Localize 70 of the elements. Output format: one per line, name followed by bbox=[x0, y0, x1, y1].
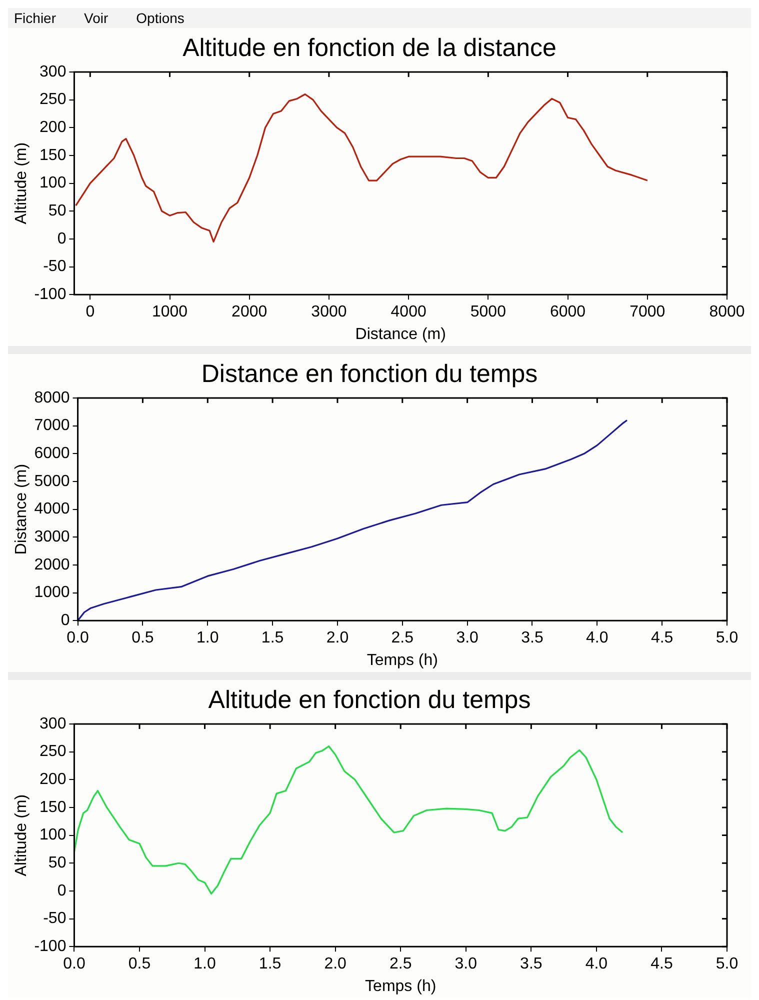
y-tick-label: 100 bbox=[40, 174, 66, 192]
x-tick-label: 2.0 bbox=[326, 630, 349, 647]
y-tick-label: 0 bbox=[57, 230, 66, 248]
text: Voir bbox=[84, 10, 108, 26]
x-tick-label: 4.5 bbox=[650, 956, 673, 973]
x-tick-label: 0.0 bbox=[63, 956, 86, 973]
y-tick-label: 250 bbox=[40, 91, 66, 108]
chart-title: Distance en fonction du temps bbox=[201, 360, 538, 388]
x-tick-label: 4000 bbox=[390, 304, 426, 321]
x-tick-label: 3.0 bbox=[454, 956, 478, 973]
x-tick-label: 2.5 bbox=[391, 630, 414, 647]
x-tick-label: 5.0 bbox=[716, 956, 738, 973]
x-tick-label: 2000 bbox=[232, 304, 268, 321]
x-tick-label: 1.5 bbox=[261, 630, 284, 647]
x-tick-label: 0 bbox=[86, 304, 95, 321]
x-tick-label: 1.0 bbox=[194, 956, 216, 973]
y-tick-label: 300 bbox=[40, 715, 66, 732]
chart-title: Altitude en fonction du temps bbox=[208, 686, 531, 714]
y-tick-label: 300 bbox=[40, 63, 66, 80]
y-axis-title: Altitude (m) bbox=[13, 142, 30, 224]
x-tick-label: 3.0 bbox=[456, 630, 479, 647]
chart-title: Altitude en fonction de la distance bbox=[182, 34, 556, 62]
x-tick-label: 8000 bbox=[709, 304, 745, 321]
y-tick-label: -50 bbox=[43, 258, 66, 276]
x-tick-label: 4.0 bbox=[586, 630, 608, 647]
x-tick-label: 3000 bbox=[311, 304, 347, 321]
x-tick-label: 3.5 bbox=[520, 956, 542, 973]
y-tick-label: 1000 bbox=[34, 584, 70, 602]
x-tick-label: 2.5 bbox=[389, 956, 412, 973]
y-tick-label: -100 bbox=[34, 938, 66, 956]
y-tick-label: 4000 bbox=[34, 500, 70, 518]
text: Options bbox=[136, 10, 184, 26]
x-tick-label: 4.5 bbox=[650, 630, 674, 647]
y-axis-title: Altitude (m) bbox=[13, 794, 30, 876]
x-tick-label: 1.5 bbox=[258, 956, 282, 973]
x-tick-label: 7000 bbox=[630, 304, 666, 321]
y-tick-label: 150 bbox=[40, 798, 66, 816]
y-tick-label: 0 bbox=[57, 882, 66, 900]
x-tick-label: 1.0 bbox=[196, 630, 219, 647]
y-tick-label: 8000 bbox=[34, 389, 70, 406]
y-tick-label: 50 bbox=[48, 854, 66, 872]
y-tick-label: 200 bbox=[40, 771, 66, 788]
y-tick-label: 150 bbox=[40, 146, 66, 164]
y-tick-label: -100 bbox=[34, 286, 66, 304]
x-axis-title: Distance (m) bbox=[355, 326, 446, 343]
y-tick-label: 3000 bbox=[34, 528, 70, 546]
y-tick-label: -50 bbox=[43, 910, 66, 928]
x-tick-label: 2.0 bbox=[324, 956, 347, 973]
y-tick-label: 6000 bbox=[34, 445, 70, 462]
x-tick-label: 5.0 bbox=[716, 630, 738, 647]
x-tick-label: 4.0 bbox=[585, 956, 608, 973]
y-tick-label: 50 bbox=[48, 202, 66, 220]
y-tick-label: 2000 bbox=[34, 556, 70, 574]
y-tick-label: 5000 bbox=[34, 472, 70, 490]
x-axis-title: Temps (h) bbox=[365, 978, 436, 995]
x-tick-label: 6000 bbox=[550, 304, 586, 321]
x-tick-label: 0.5 bbox=[128, 956, 151, 973]
y-tick-label: 100 bbox=[40, 826, 66, 844]
y-tick-label: 200 bbox=[40, 119, 66, 136]
x-tick-label: 0.5 bbox=[132, 630, 154, 647]
text: Fichier bbox=[14, 10, 56, 26]
y-axis-title: Distance (m) bbox=[13, 464, 30, 555]
y-tick-label: 7000 bbox=[34, 417, 70, 434]
x-tick-label: 3.5 bbox=[521, 630, 544, 647]
x-tick-label: 0.0 bbox=[66, 630, 90, 647]
x-tick-label: 1000 bbox=[152, 304, 188, 321]
y-tick-label: 0 bbox=[60, 612, 70, 630]
x-tick-label: 5000 bbox=[470, 304, 506, 321]
x-axis-title: Temps (h) bbox=[366, 652, 438, 669]
y-tick-label: 250 bbox=[40, 743, 66, 760]
